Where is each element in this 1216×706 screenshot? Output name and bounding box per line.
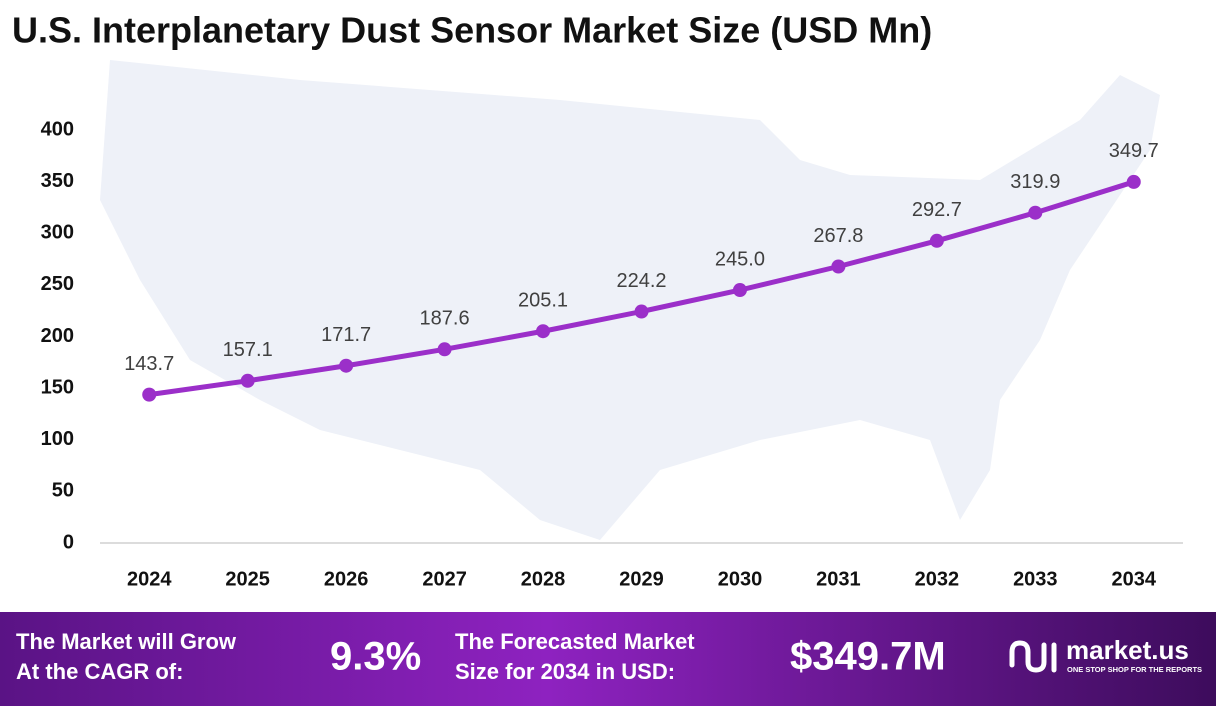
x-tick-label: 2034 [1112, 568, 1157, 590]
map-silhouette [100, 60, 1160, 540]
marker [929, 233, 944, 248]
cagr-value: 9.3% [330, 635, 421, 679]
plot: 0 50 100 150 200 250 300 350 400 2024 2025 2026 2027… [41, 118, 1183, 590]
data-label: 143.7 [124, 353, 174, 375]
y-tick-label: 150 [41, 376, 74, 398]
x-tick-label: 2031 [816, 568, 861, 590]
marker [240, 373, 255, 388]
data-label: 157.1 [223, 339, 273, 361]
chart-title: U.S. Interplanetary Dust Sensor Market S… [12, 10, 932, 51]
marker [732, 283, 747, 298]
x-tick-label: 2026 [324, 568, 369, 590]
marker [437, 342, 452, 357]
data-label: 187.6 [420, 308, 470, 330]
y-tick-label: 200 [41, 325, 74, 347]
marker [1028, 205, 1043, 220]
forecast-label: Size for 2034 in USD: [455, 659, 675, 684]
forecast-label: The Forecasted Market [455, 629, 695, 654]
y-tick-label: 300 [41, 222, 74, 244]
marker [536, 324, 551, 339]
marker [634, 304, 649, 319]
y-tick-label: 400 [41, 118, 74, 140]
cagr-label: The Market will Grow [16, 629, 237, 654]
x-tick-label: 2024 [127, 568, 172, 590]
data-label: 349.7 [1109, 140, 1159, 162]
data-label: 245.0 [715, 248, 765, 270]
data-label: 205.1 [518, 290, 568, 312]
logo-icon [1009, 640, 1057, 673]
x-tick-label: 2028 [521, 568, 566, 590]
y-tick-label: 50 [52, 480, 74, 502]
data-label: 292.7 [912, 199, 962, 221]
data-label: 319.9 [1010, 171, 1060, 193]
forecast-value: $349.7M [790, 635, 946, 679]
data-label: 224.2 [616, 270, 666, 292]
marker [1126, 174, 1141, 189]
x-tick-label: 2025 [225, 568, 270, 590]
brand: market.us [1066, 635, 1189, 665]
data-label: 171.7 [321, 324, 371, 346]
y-tick-label: 100 [41, 428, 74, 450]
x-tick-label: 2033 [1013, 568, 1058, 590]
y-tick-label: 350 [41, 170, 74, 192]
x-tick-label: 2032 [915, 568, 960, 590]
cagr-label: At the CAGR of: [16, 659, 183, 684]
marker [142, 387, 157, 402]
marker [831, 259, 846, 274]
y-tick-label: 0 [63, 531, 74, 553]
data-label: 267.8 [813, 225, 863, 247]
y-tick-label: 250 [41, 273, 74, 295]
x-tick-label: 2030 [718, 568, 763, 590]
x-tick-label: 2027 [422, 568, 467, 590]
tagline: ONE STOP SHOP FOR THE REPORTS [1067, 665, 1202, 674]
marker [339, 358, 354, 373]
x-tick-label: 2029 [619, 568, 664, 590]
